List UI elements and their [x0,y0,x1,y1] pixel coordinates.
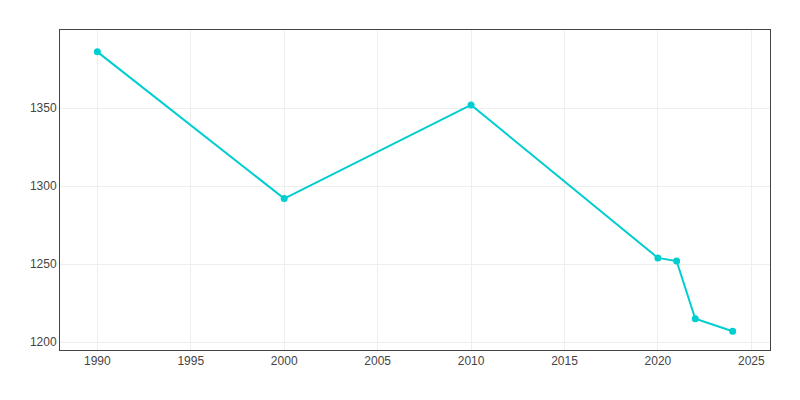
svg-text:2025: 2025 [738,354,765,368]
svg-text:1350: 1350 [30,101,57,115]
svg-text:1995: 1995 [177,354,204,368]
svg-text:1990: 1990 [84,354,111,368]
svg-text:2020: 2020 [645,354,672,368]
svg-text:1300: 1300 [30,179,57,193]
svg-text:1250: 1250 [30,257,57,271]
svg-text:2005: 2005 [364,354,391,368]
svg-text:2000: 2000 [271,354,298,368]
svg-text:2010: 2010 [458,354,485,368]
svg-text:2015: 2015 [551,354,578,368]
svg-text:1200: 1200 [30,335,57,349]
